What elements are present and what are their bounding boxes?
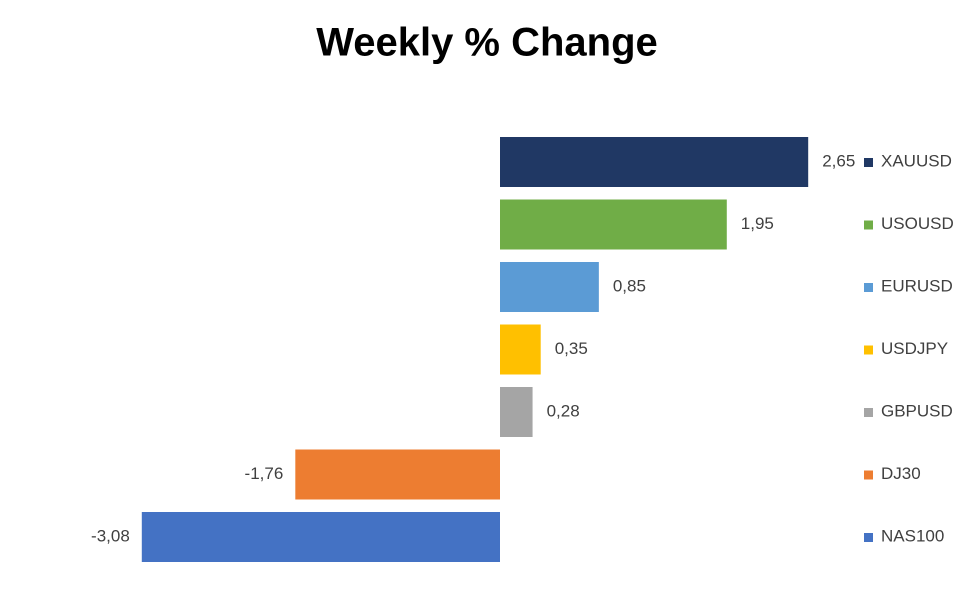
value-label: -1,76 — [245, 464, 284, 483]
value-label: 2,65 — [822, 151, 855, 170]
legend-swatch — [864, 158, 873, 167]
legend-swatch — [864, 283, 873, 292]
bar — [500, 199, 727, 250]
value-label: 0,35 — [555, 339, 588, 358]
legend-label: USOUSD — [881, 214, 954, 233]
legend-swatch — [864, 533, 873, 542]
bar — [500, 262, 599, 312]
chart-title: Weekly % Change — [316, 21, 658, 65]
value-label: 1,95 — [741, 214, 774, 233]
bar — [500, 137, 809, 187]
legend-swatch — [864, 220, 873, 230]
legend-label: XAUUSD — [881, 151, 952, 170]
value-label: -3,08 — [91, 526, 130, 545]
bar — [141, 512, 500, 562]
value-label: 0,85 — [613, 276, 646, 295]
legend-label: EURUSD — [881, 276, 953, 295]
value-label: 0,28 — [547, 401, 580, 420]
legend-label: NAS100 — [881, 526, 944, 545]
legend-label: USDJPY — [881, 339, 948, 358]
legend-label: DJ30 — [881, 464, 921, 483]
legend-swatch — [864, 408, 873, 417]
bar — [295, 449, 500, 500]
legend-swatch — [864, 470, 873, 480]
bar — [500, 387, 533, 437]
legend-label: GBPUSD — [881, 401, 953, 420]
legend-swatch — [864, 345, 873, 355]
bar — [500, 324, 541, 375]
